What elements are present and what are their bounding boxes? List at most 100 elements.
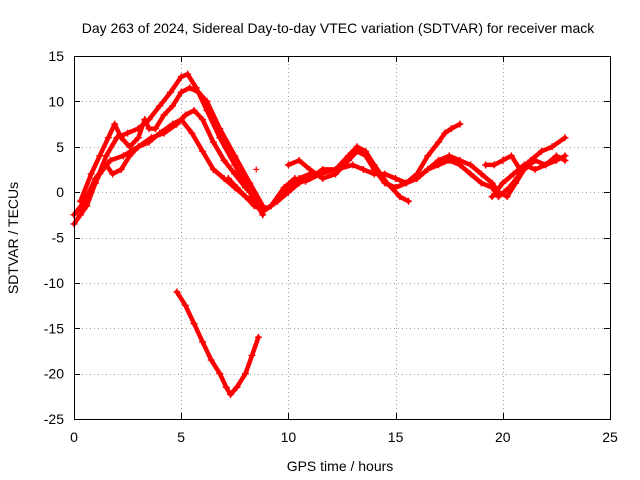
data-point-marker xyxy=(147,134,155,142)
data-point-marker xyxy=(381,170,389,178)
data-point-marker xyxy=(512,179,520,187)
data-point-marker xyxy=(456,120,464,128)
data-point-marker xyxy=(259,206,267,214)
data-point-marker xyxy=(248,351,256,359)
data-point-marker xyxy=(177,88,185,96)
data-point-marker xyxy=(209,165,217,173)
data-point-marker xyxy=(344,156,352,164)
data-point-marker xyxy=(117,134,125,142)
data-series xyxy=(70,70,569,398)
data-point-marker xyxy=(104,134,112,142)
data-point-marker xyxy=(332,170,340,178)
data-point-marker xyxy=(319,175,327,183)
y-tick-label: -10 xyxy=(44,275,64,291)
data-point-marker xyxy=(381,179,389,187)
data-point-marker xyxy=(467,170,475,178)
data-point-marker xyxy=(160,129,168,137)
data-point-marker xyxy=(199,147,207,155)
data-point-marker xyxy=(224,175,232,183)
data-point-marker xyxy=(216,370,224,378)
data-point-marker xyxy=(527,156,535,164)
data-point-marker xyxy=(216,125,224,133)
series-trace-sat-h xyxy=(286,121,463,190)
data-point-marker xyxy=(220,156,228,164)
data-point-marker xyxy=(349,161,357,169)
data-point-marker xyxy=(186,84,194,92)
data-point-marker xyxy=(169,102,177,110)
y-tick-label: -15 xyxy=(44,320,64,336)
data-point-marker xyxy=(216,134,224,142)
data-point-marker xyxy=(253,166,260,173)
data-point-marker xyxy=(424,165,432,173)
data-point-marker xyxy=(106,156,114,164)
data-point-marker xyxy=(520,161,528,169)
y-tick-label: -25 xyxy=(44,411,64,427)
x-tick-label: 5 xyxy=(177,429,185,445)
data-point-marker xyxy=(117,165,125,173)
data-point-marker xyxy=(488,179,496,187)
data-point-marker xyxy=(531,165,539,173)
data-point-marker xyxy=(306,170,314,178)
data-point-marker xyxy=(188,129,196,137)
data-point-marker xyxy=(233,184,241,192)
data-point-marker xyxy=(173,288,181,296)
data-point-marker xyxy=(284,184,292,192)
data-point-marker xyxy=(396,193,404,201)
x-axis-label: GPS time / hours xyxy=(287,458,394,474)
data-point-marker xyxy=(111,120,119,128)
data-point-marker xyxy=(184,70,192,78)
data-point-marker xyxy=(85,193,93,201)
data-point-marker xyxy=(209,138,217,146)
data-point-marker xyxy=(250,202,258,210)
data-point-marker xyxy=(181,111,189,119)
data-point-marker xyxy=(507,152,515,160)
data-point-marker xyxy=(231,152,239,160)
data-point-marker xyxy=(190,320,198,328)
series-trace-sat-l xyxy=(226,171,313,213)
data-point-marker xyxy=(76,211,84,219)
data-point-marker xyxy=(102,152,110,160)
data-point-marker xyxy=(499,179,507,187)
data-point-marker xyxy=(482,161,490,169)
y-tick-label: 5 xyxy=(56,139,64,155)
data-point-marker xyxy=(96,170,104,178)
data-point-marker xyxy=(233,383,241,391)
data-point-marker xyxy=(242,370,250,378)
data-point-marker xyxy=(134,143,142,151)
data-point-marker xyxy=(231,170,239,178)
y-tick-label: 15 xyxy=(48,48,64,64)
data-point-marker xyxy=(392,184,400,192)
data-point-marker xyxy=(561,156,569,164)
data-point-marker xyxy=(227,390,235,398)
data-point-marker xyxy=(477,170,485,178)
data-point-marker xyxy=(424,152,432,160)
x-tick-label: 10 xyxy=(281,429,297,445)
data-point-marker xyxy=(134,134,142,142)
data-point-marker xyxy=(242,184,250,192)
data-point-marker xyxy=(319,165,327,173)
x-tick-label: 20 xyxy=(495,429,511,445)
data-point-marker xyxy=(151,125,159,133)
data-point-marker xyxy=(109,170,117,178)
chart-title: Day 263 of 2024, Sidereal Day-to-day VTE… xyxy=(82,20,595,36)
data-point-marker xyxy=(295,156,303,164)
data-point-marker xyxy=(194,88,202,96)
data-point-marker xyxy=(141,116,149,124)
data-point-marker xyxy=(126,143,134,151)
data-point-marker xyxy=(156,102,164,110)
data-point-marker xyxy=(181,302,189,310)
data-point-marker xyxy=(242,193,250,201)
x-tick-label: 25 xyxy=(602,429,618,445)
data-point-marker xyxy=(87,170,95,178)
data-point-marker xyxy=(362,152,370,160)
series-trace-sat-k xyxy=(489,153,568,199)
data-point-marker xyxy=(503,193,511,201)
y-tick-label: 10 xyxy=(48,93,64,109)
data-point-marker xyxy=(252,193,260,201)
data-point-marker xyxy=(190,106,198,114)
data-point-marker xyxy=(434,156,442,164)
data-point-marker xyxy=(404,197,412,205)
y-tick-label: -20 xyxy=(44,366,64,382)
